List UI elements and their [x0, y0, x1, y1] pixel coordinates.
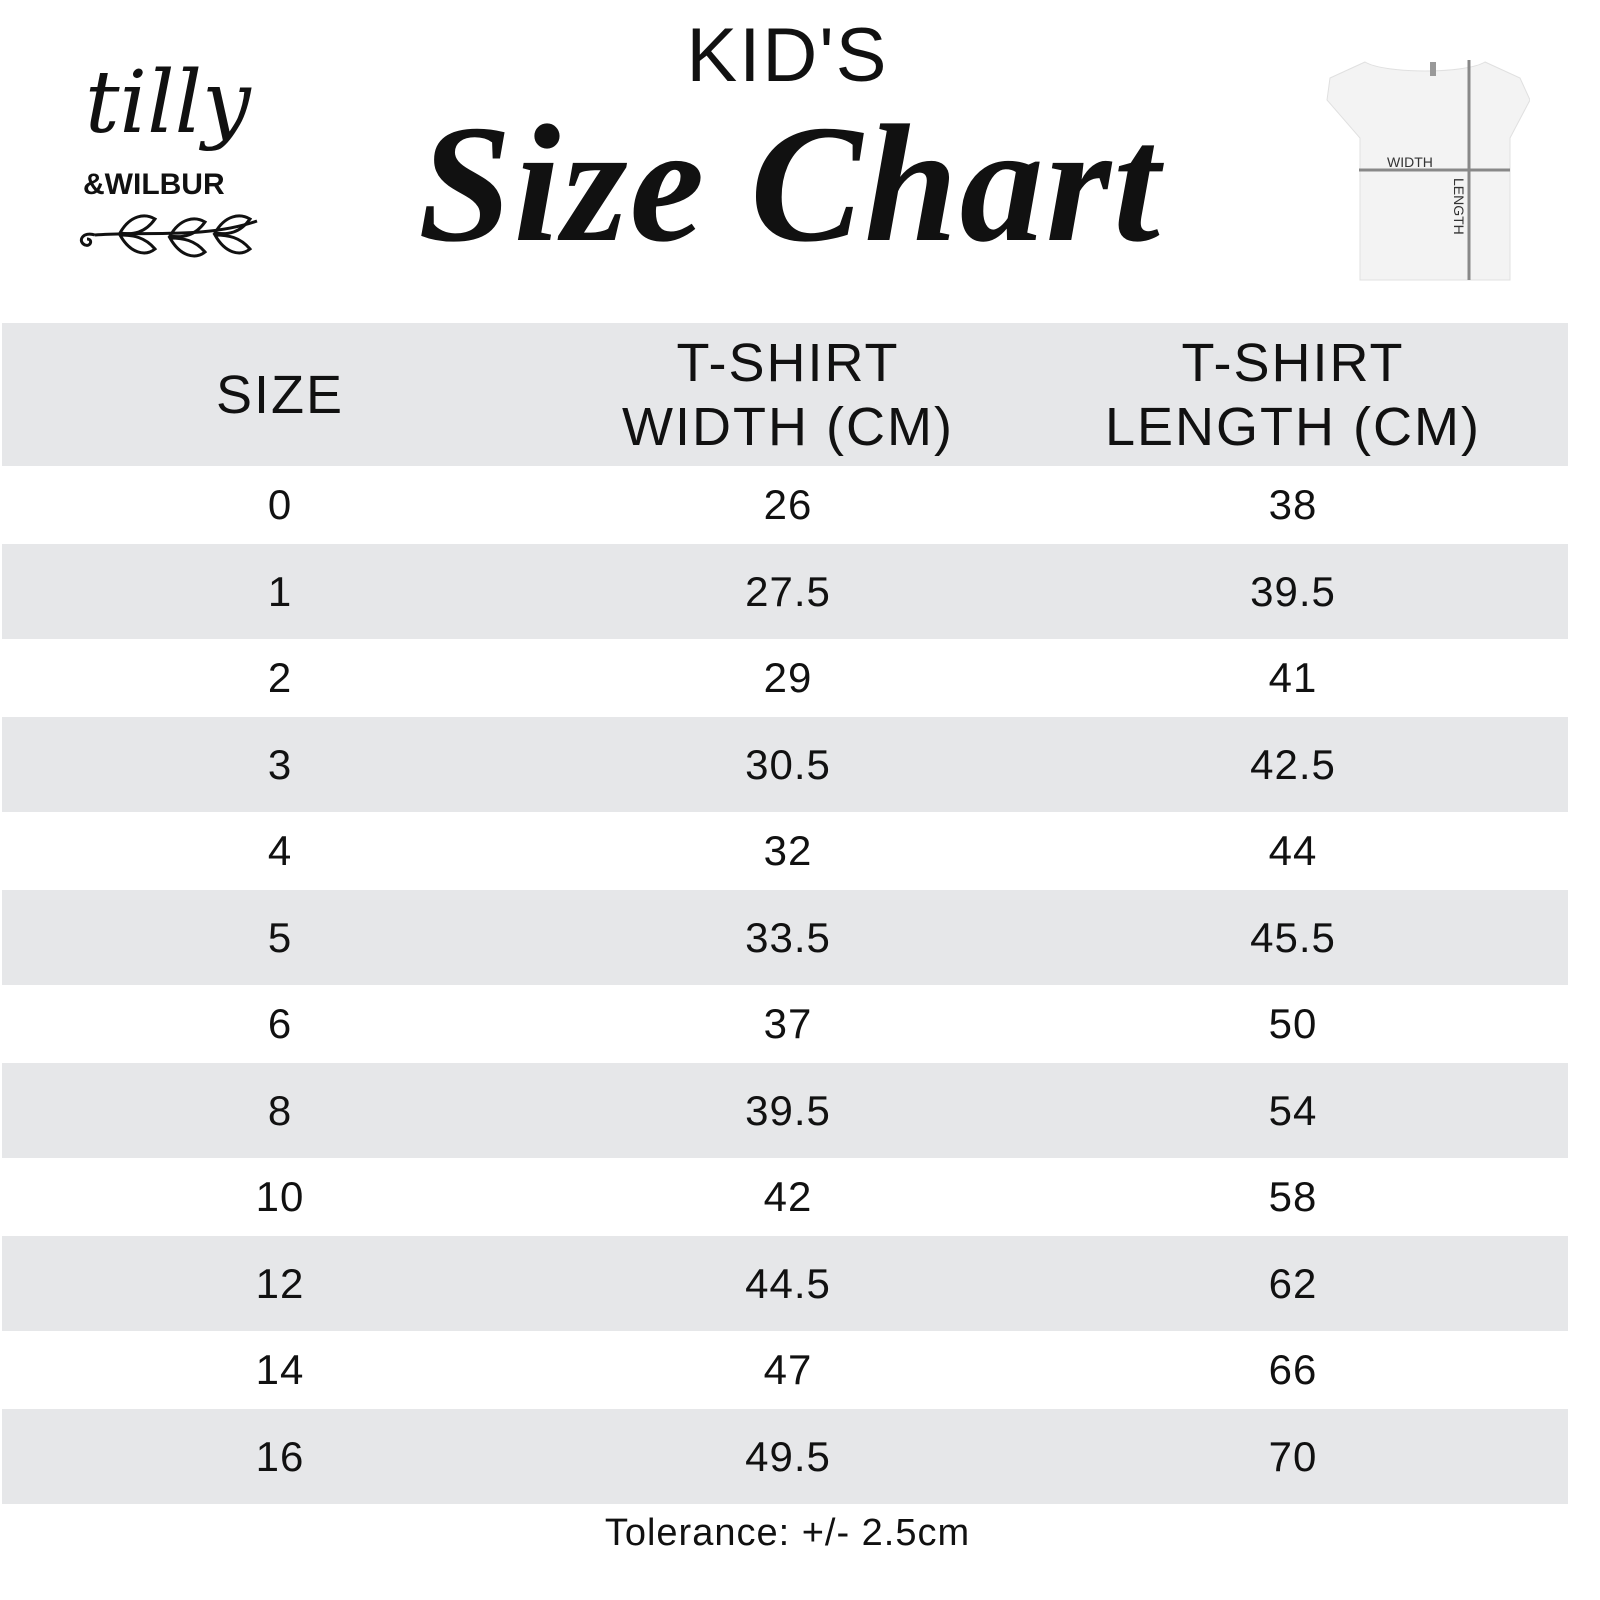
- length-cell: 62: [1018, 1236, 1568, 1331]
- size-cell: 12: [2, 1236, 558, 1331]
- leaf-branch-icon: [79, 214, 258, 258]
- size-cell: 5: [2, 890, 558, 985]
- brand-logo: tilly &WILBUR: [75, 60, 265, 270]
- table-row: 5 33.5 45.5: [2, 890, 1568, 985]
- table-row: 6 37 50: [2, 985, 1568, 1063]
- width-cell: 44.5: [558, 1236, 1018, 1331]
- width-cell: 27.5: [558, 544, 1018, 639]
- length-label: LENGTH: [1451, 178, 1467, 235]
- width-cell: 47: [763, 1346, 813, 1393]
- size-cell: 8: [2, 1063, 558, 1158]
- width-label: WIDTH: [1387, 154, 1433, 170]
- length-cell: 38: [1268, 481, 1318, 528]
- length-cell: 66: [1268, 1346, 1318, 1393]
- size-cell: 16: [2, 1409, 558, 1504]
- table-row: 10 42 58: [2, 1158, 1568, 1236]
- logo-subtext: &WILBUR: [83, 168, 225, 201]
- size-cell: 3: [2, 717, 558, 812]
- width-cell: 49.5: [558, 1409, 1018, 1504]
- table-row: 2 29 41: [2, 639, 1568, 717]
- size-cell: 2: [267, 654, 293, 701]
- length-cell: 50: [1268, 1000, 1318, 1047]
- length-cell: 41: [1268, 654, 1318, 701]
- width-cell: 26: [763, 481, 813, 528]
- size-table: SIZE T-SHIRT WIDTH (CM) T-SHIRT LENGTH (CM…: [2, 323, 1568, 1504]
- size-cell: 10: [255, 1173, 305, 1220]
- tshirt-diagram: WIDTH LENGTH: [1290, 60, 1531, 290]
- length-cell: 54: [1018, 1063, 1568, 1158]
- width-cell: 42: [763, 1173, 813, 1220]
- column-header-width: T-SHIRT WIDTH (CM): [558, 323, 1018, 466]
- size-cell: 0: [267, 481, 293, 528]
- table-row: 8 39.5 54: [2, 1063, 1568, 1158]
- length-cell: 58: [1268, 1173, 1318, 1220]
- table-row: 3 30.5 42.5: [2, 717, 1568, 812]
- size-cell: 4: [267, 827, 293, 874]
- tolerance-note: Tolerance: +/- 2.5cm: [604, 1512, 971, 1554]
- page-subtitle: KID'S: [686, 13, 889, 98]
- page-title: Size Chart: [418, 91, 1162, 277]
- table-row: 16 49.5 70: [2, 1409, 1568, 1504]
- column-header-length: T-SHIRT LENGTH (CM): [1018, 323, 1568, 466]
- width-cell: 32: [763, 827, 813, 874]
- width-cell: 33.5: [558, 890, 1018, 985]
- length-cell: 44: [1268, 827, 1318, 874]
- size-cell: 6: [267, 1000, 293, 1047]
- table-row: 14 47 66: [2, 1331, 1568, 1409]
- table-row: 12 44.5 62: [2, 1236, 1568, 1331]
- length-cell: 39.5: [1018, 544, 1568, 639]
- logo-script: tilly: [85, 53, 251, 153]
- length-cell: 45.5: [1018, 890, 1568, 985]
- table-row: 0 26 38: [2, 466, 1568, 544]
- size-cell: 1: [2, 544, 558, 639]
- column-header-size: SIZE: [2, 323, 558, 466]
- length-cell: 70: [1018, 1409, 1568, 1504]
- width-cell: 39.5: [558, 1063, 1018, 1158]
- width-cell: 30.5: [558, 717, 1018, 812]
- width-cell: 29: [763, 654, 813, 701]
- table-header-row: SIZE T-SHIRT WIDTH (CM) T-SHIRT LENGTH (CM…: [2, 323, 1568, 466]
- table-row: 4 32 44: [2, 812, 1568, 890]
- width-cell: 37: [763, 1000, 813, 1047]
- table-row: 1 27.5 39.5: [2, 544, 1568, 639]
- size-cell: 14: [255, 1346, 305, 1393]
- length-cell: 42.5: [1018, 717, 1568, 812]
